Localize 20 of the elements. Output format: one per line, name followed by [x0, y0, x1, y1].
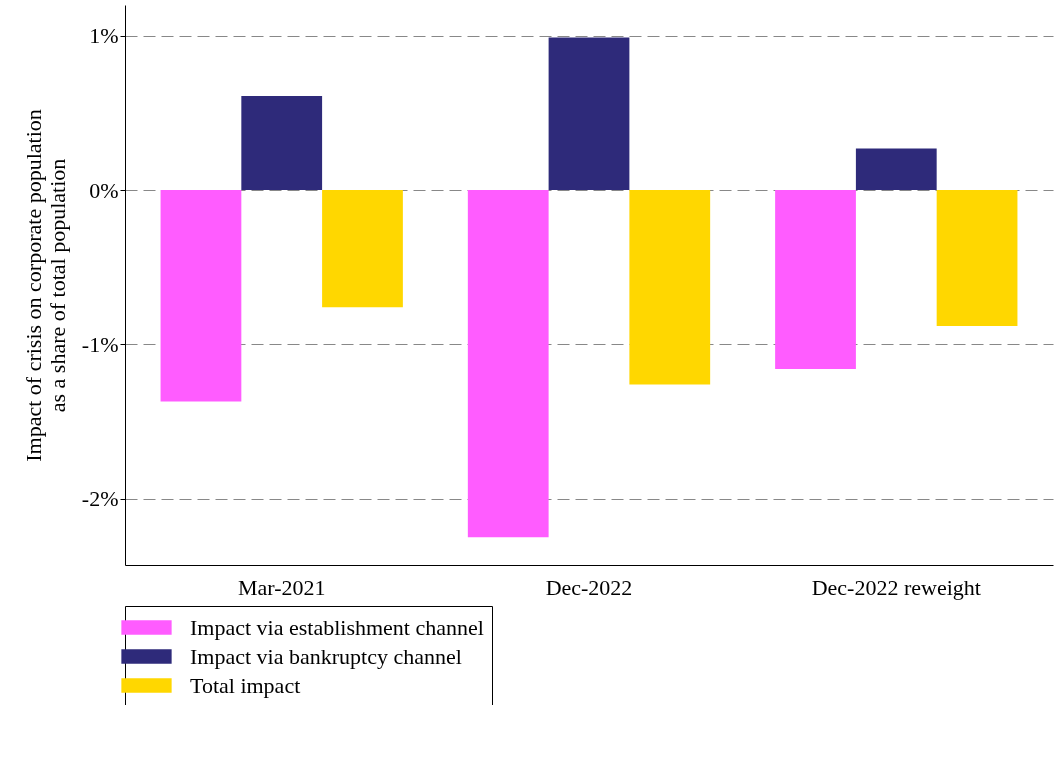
x-tick-label: Mar-2021 [237, 574, 326, 600]
bar [629, 190, 711, 385]
x-tick-label: Dec-2022 reweight [811, 574, 981, 600]
legend-label: Total impact [190, 672, 301, 698]
bar [241, 96, 323, 191]
y-tick-label: -2% [81, 486, 119, 512]
y-tick-label: 0% [89, 177, 119, 203]
bar [467, 190, 549, 538]
y-tick-label: -1% [81, 331, 119, 357]
bar [775, 190, 856, 370]
bar [160, 190, 242, 402]
y-tick-label: 1% [89, 23, 119, 49]
legend-label: Impact via bankruptcy channel [190, 643, 462, 669]
x-tick-label: Dec-2022 [545, 574, 633, 600]
y-axis-title: Impact of crisis on corporate population as a share of total population [20, 109, 70, 462]
bar [855, 148, 937, 191]
bar [322, 190, 403, 308]
bar [548, 37, 630, 191]
legend-label: Impact via establishment channel [190, 614, 484, 640]
bar [936, 190, 1018, 326]
